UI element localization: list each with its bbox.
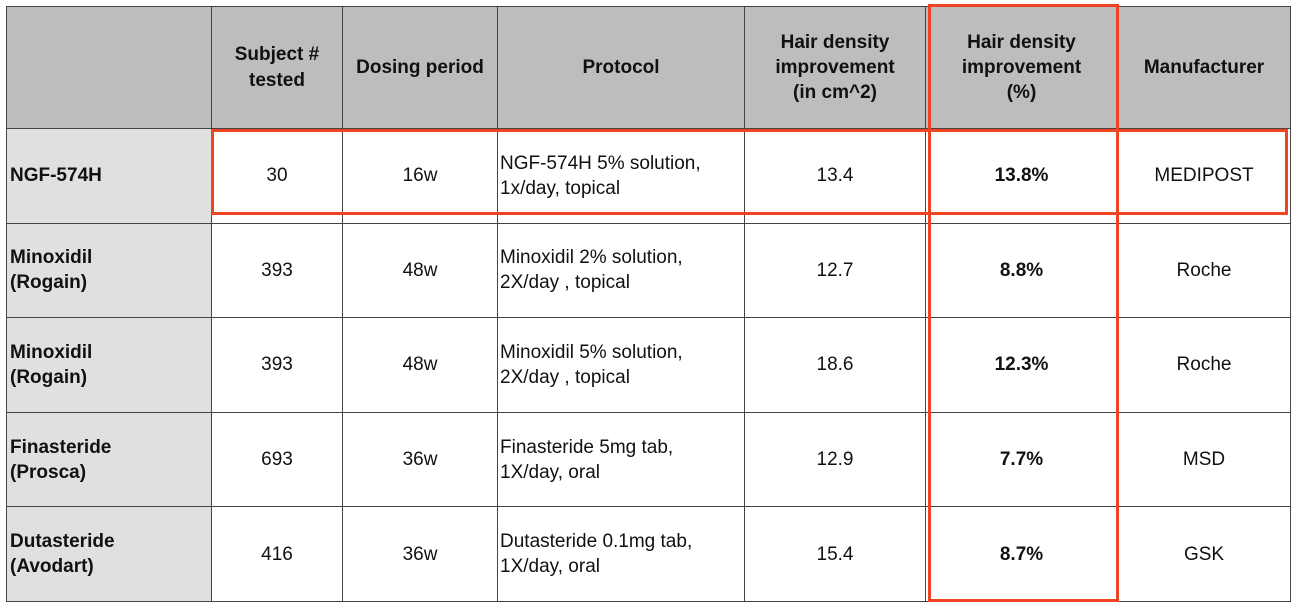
cell-protocol: Dutasteride 0.1mg tab, 1X/day, oral (497, 506, 745, 602)
cell-subjects-tested: 416 (211, 506, 343, 602)
hair-density-comparison-table: Subject # tested Dosing period Protocol H… (6, 6, 1291, 602)
header-density-cm2: Hair density improvement (in cm^2) (744, 6, 926, 129)
cell-density-cm2: 12.9 (744, 411, 926, 508)
cell-dosing-period: 36w (342, 411, 498, 508)
cell-product-name: Minoxidil (Rogain) (6, 222, 212, 319)
cell-protocol: Finasteride 5mg tab, 1X/day, oral (497, 411, 745, 508)
comparison-table-container: Subject # tested Dosing period Protocol H… (6, 6, 1291, 602)
cell-manufacturer: Roche (1117, 222, 1291, 319)
table-row: Finasteride (Prosca) 693 36w Finasteride 5mg… (6, 411, 1291, 508)
table-row: Dutasteride (Avodart) 416 36w Dutasteride 0.… (6, 506, 1291, 602)
cell-manufacturer: GSK (1117, 506, 1291, 602)
cell-density-cm2: 13.4 (744, 128, 926, 224)
cell-product-name: Finasteride (Prosca) (6, 411, 212, 508)
cell-dosing-period: 48w (342, 317, 498, 413)
header-row: Subject # tested Dosing period Protocol H… (6, 6, 1291, 129)
cell-density-cm2: 18.6 (744, 317, 926, 413)
cell-subjects-tested: 693 (211, 411, 343, 508)
cell-density-cm2: 15.4 (744, 506, 926, 602)
cell-manufacturer: MEDIPOST (1117, 128, 1291, 224)
cell-density-percent: 12.3% (925, 317, 1118, 413)
cell-dosing-period: 36w (342, 506, 498, 602)
table-row: NGF-574H 30 16w NGF-574H 5% solution, 1x/day… (6, 128, 1291, 224)
cell-product-name: NGF-574H (6, 128, 212, 224)
cell-subjects-tested: 393 (211, 317, 343, 413)
cell-density-cm2: 12.7 (744, 222, 926, 319)
cell-density-percent: 7.7% (925, 411, 1118, 508)
cell-manufacturer: Roche (1117, 317, 1291, 413)
cell-protocol: Minoxidil 5% solution, 2X/day , topical (497, 317, 745, 413)
cell-product-name: Minoxidil (Rogain) (6, 317, 212, 413)
cell-dosing-period: 48w (342, 222, 498, 319)
table-row: Minoxidil (Rogain) 393 48w Minoxidil 2% solu… (6, 222, 1291, 319)
cell-product-name: Dutasteride (Avodart) (6, 506, 212, 602)
cell-density-percent: 8.8% (925, 222, 1118, 319)
cell-density-percent: 8.7% (925, 506, 1118, 602)
cell-manufacturer: MSD (1117, 411, 1291, 508)
header-corner (6, 6, 212, 129)
cell-density-percent: 13.8% (925, 128, 1118, 224)
cell-subjects-tested: 393 (211, 222, 343, 319)
table-row: Minoxidil (Rogain) 393 48w Minoxidil 5% solu… (6, 317, 1291, 413)
header-dosing-period: Dosing period (342, 6, 498, 129)
cell-dosing-period: 16w (342, 128, 498, 224)
header-manufacturer: Manufacturer (1117, 6, 1291, 129)
cell-protocol: NGF-574H 5% solution, 1x/day, topical (497, 128, 745, 224)
header-density-pct: Hair density improvement (%) (925, 6, 1118, 129)
header-subjects: Subject # tested (211, 6, 343, 129)
header-protocol: Protocol (497, 6, 745, 129)
cell-protocol: Minoxidil 2% solution, 2X/day , topical (497, 222, 745, 319)
cell-subjects-tested: 30 (211, 128, 343, 224)
